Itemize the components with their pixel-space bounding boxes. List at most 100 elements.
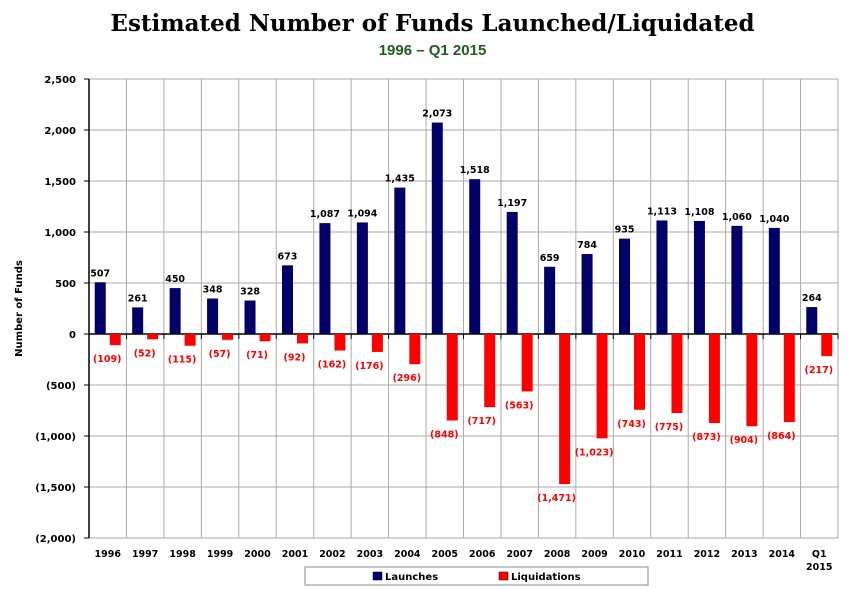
bar-launches	[94, 282, 106, 334]
legend-swatch-launches	[372, 571, 383, 581]
data-label-launches: 935	[615, 225, 635, 236]
x-tick-label: 2010	[619, 549, 646, 560]
data-label-launches: 1,087	[310, 209, 340, 220]
x-tick-label: 1996	[94, 549, 121, 560]
data-label-liquidations: (115)	[168, 355, 197, 366]
data-label-launches: 784	[577, 240, 597, 251]
x-tick-label: 1998	[169, 549, 196, 560]
bar-launches	[731, 225, 743, 334]
data-label-launches: 1,040	[759, 214, 789, 225]
data-label-liquidations: (176)	[355, 361, 384, 372]
y-tick-label: 0	[69, 330, 76, 341]
data-label-launches: 1,113	[647, 206, 677, 217]
data-label-launches: 1,518	[460, 165, 490, 176]
bar-liquidations	[671, 334, 683, 414]
data-label-liquidations: (1,023)	[575, 447, 614, 458]
data-label-launches: 1,108	[684, 207, 714, 218]
x-tick-label: 2004	[394, 549, 421, 560]
bar-liquidations	[596, 334, 608, 439]
data-label-liquidations: (52)	[134, 348, 156, 359]
bar-launches	[207, 298, 219, 334]
bar-launches	[394, 187, 406, 334]
y-tick-label: (2,000)	[35, 534, 76, 545]
y-axis-label: Number of Funds	[14, 260, 25, 357]
x-tick-label: Q1	[812, 549, 827, 560]
y-tick-label: 500	[55, 279, 76, 290]
bar-liquidations	[334, 334, 346, 351]
x-tick-label: 2015	[806, 562, 832, 573]
bar-launches	[619, 238, 631, 334]
y-tick-label: 1,500	[44, 177, 76, 188]
bar-liquidations	[109, 334, 121, 346]
data-label-liquidations: (162)	[318, 360, 347, 371]
bar-liquidations	[296, 334, 308, 344]
data-label-liquidations: (563)	[505, 400, 534, 411]
bar-launches	[244, 300, 256, 334]
data-label-launches: 1,197	[497, 198, 527, 209]
bar-liquidations	[484, 334, 496, 408]
x-tick-label: 2007	[506, 549, 532, 560]
bar-launches	[806, 307, 818, 334]
x-tick-label: 2011	[656, 549, 682, 560]
data-label-launches: 264	[802, 293, 822, 304]
y-tick-label: 1,000	[44, 228, 76, 239]
data-label-liquidations: (904)	[730, 435, 759, 446]
data-label-launches: 348	[203, 285, 223, 296]
data-label-liquidations: (775)	[655, 422, 684, 433]
y-tick-label: 2,500	[44, 75, 76, 86]
x-tick-label: 2006	[469, 549, 496, 560]
bar-launches	[693, 220, 705, 334]
x-tick-label: 1997	[132, 549, 158, 560]
data-label-liquidations: (57)	[209, 349, 231, 360]
data-label-liquidations: (109)	[93, 354, 122, 365]
legend	[304, 566, 649, 586]
bar-launches	[469, 179, 481, 334]
bar-liquidations	[521, 334, 533, 392]
bar-liquidations	[559, 334, 571, 485]
data-label-liquidations: (1,471)	[537, 493, 576, 504]
bar-launches	[581, 254, 593, 334]
bar-liquidations	[746, 334, 758, 427]
data-label-launches: 507	[90, 268, 110, 279]
bar-liquidations	[634, 334, 646, 410]
bar-launches	[319, 223, 331, 334]
data-label-launches: 1,435	[385, 174, 415, 185]
x-tick-label: 2005	[432, 549, 458, 560]
x-tick-label: 1999	[207, 549, 233, 560]
bar-launches	[544, 266, 556, 334]
bar-liquidations	[147, 334, 159, 340]
data-label-liquidations: (848)	[430, 429, 459, 440]
bar-launches	[169, 288, 181, 334]
y-tick-label: (1,500)	[35, 483, 76, 494]
bar-liquidations	[409, 334, 421, 365]
bar-launches	[506, 211, 518, 334]
data-label-launches: 1,060	[722, 212, 752, 223]
data-label-liquidations: (92)	[284, 352, 306, 363]
data-label-launches: 673	[278, 251, 298, 262]
data-label-liquidations: (873)	[692, 432, 721, 443]
data-label-launches: 2,073	[422, 109, 452, 120]
bar-launches	[431, 122, 443, 334]
data-label-liquidations: (743)	[617, 419, 646, 430]
bar-liquidations	[783, 334, 795, 423]
x-tick-label: 2014	[769, 549, 796, 560]
legend-label-liquidations: Liquidations	[511, 572, 581, 583]
bar-launches	[356, 222, 368, 334]
x-tick-label: 2001	[282, 549, 308, 560]
bar-liquidations	[821, 334, 833, 357]
legend-swatch-liquidations	[498, 571, 509, 581]
y-tick-label: (500)	[46, 381, 76, 392]
x-tick-label: 2008	[544, 549, 571, 560]
bar-liquidations	[184, 334, 196, 346]
chart-title: Estimated Number of Funds Launched/Liqui…	[110, 10, 755, 37]
data-label-launches: 1,094	[347, 208, 377, 219]
data-label-liquidations: (296)	[393, 373, 422, 384]
data-label-liquidations: (717)	[467, 416, 496, 427]
bar-liquidations	[446, 334, 458, 421]
data-label-launches: 328	[240, 287, 260, 298]
data-label-launches: 659	[540, 253, 560, 264]
bar-launches	[132, 307, 144, 334]
y-tick-label: 2,000	[44, 126, 76, 137]
